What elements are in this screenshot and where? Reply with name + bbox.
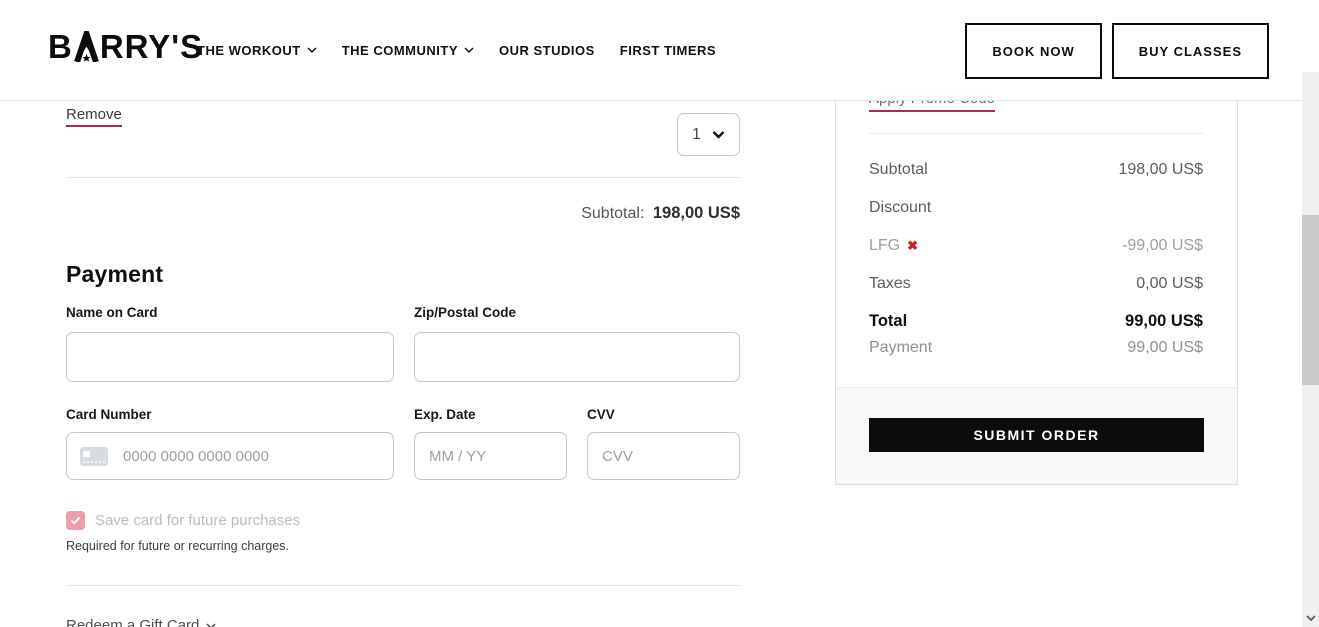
main-nav: THE WORKOUT THE COMMUNITY OUR STUDIOS FI…	[197, 0, 716, 100]
submit-order-button[interactable]: SUBMIT ORDER	[869, 418, 1204, 452]
row-value: 0,00 US$	[1136, 275, 1203, 292]
summary-rows: Subtotal 198,00 US$ Discount LFG ✖ -99,0…	[869, 161, 1203, 377]
row-value: 198,00 US$	[1118, 161, 1203, 178]
name-on-card-input[interactable]	[66, 332, 394, 382]
redeem-gift-card-label: Redeem a Gift Card	[66, 617, 200, 627]
summary-footer: SUBMIT ORDER	[836, 387, 1237, 484]
scrollbar[interactable]	[1302, 0, 1319, 627]
nav-item-first-timers[interactable]: FIRST TIMERS	[620, 43, 716, 58]
chevron-down-icon	[464, 47, 474, 53]
remove-item-link[interactable]: Remove	[66, 106, 122, 127]
logo-text-suffix: RRY'S	[99, 28, 204, 65]
row-label: Total	[869, 312, 908, 330]
save-card-row: Save card for future purchases	[66, 511, 300, 530]
card-number-input[interactable]	[66, 432, 394, 480]
scrollbar-down-arrow[interactable]	[1302, 615, 1319, 621]
summary-row-taxes: Taxes 0,00 US$	[869, 275, 1203, 292]
nav-label: FIRST TIMERS	[619, 42, 717, 58]
zip-code-input[interactable]	[414, 332, 740, 382]
quantity-select[interactable]: 1	[677, 113, 740, 156]
zip-code-label: Zip/Postal Code	[414, 305, 517, 320]
row-value: -99,00 US$	[1122, 237, 1203, 254]
logo-arrow-icon	[74, 31, 99, 62]
chevron-down-icon	[206, 622, 216, 627]
save-card-label: Save card for future purchases	[95, 512, 301, 529]
card-number-label: Card Number	[66, 407, 152, 422]
row-label: Subtotal	[869, 161, 928, 178]
section-divider	[66, 585, 740, 586]
barrys-logo[interactable]: B RRY'S	[48, 30, 203, 63]
scrollbar-thumb[interactable]	[1302, 215, 1319, 385]
row-label: Payment	[869, 339, 933, 356]
row-label: LFG	[869, 237, 901, 254]
exp-date-label: Exp. Date	[414, 407, 476, 422]
nav-item-the-community[interactable]: THE COMMUNITY	[342, 43, 474, 58]
book-now-button[interactable]: BOOK NOW	[965, 23, 1102, 79]
summary-divider	[869, 133, 1204, 134]
nav-label: OUR STUDIOS	[499, 42, 595, 58]
nav-label: THE COMMUNITY	[341, 42, 458, 58]
save-card-note: Required for future or recurring charges…	[66, 539, 290, 553]
row-label: Taxes	[869, 275, 911, 292]
summary-row-subtotal: Subtotal 198,00 US$	[869, 161, 1203, 178]
row-value: 99,00 US$	[1127, 339, 1203, 356]
credit-card-icon	[80, 447, 108, 466]
exp-date-input[interactable]	[414, 432, 567, 480]
cart-subtotal-label: Subtotal:	[581, 205, 645, 222]
nav-item-our-studios[interactable]: OUR STUDIOS	[499, 43, 595, 58]
cart-divider	[66, 177, 740, 178]
cart-subtotal-value: 198,00 US$	[652, 204, 740, 222]
name-on-card-label: Name on Card	[66, 305, 158, 320]
site-header: B RRY'S THE WORKOUT THE COMMUNITY OUR ST…	[0, 0, 1319, 101]
summary-row-discount: Discount	[869, 199, 1203, 216]
order-summary-panel: Apply Promo Code Subtotal 198,00 US$ Dis…	[835, 85, 1238, 485]
chevron-down-icon	[1305, 615, 1316, 621]
summary-row-payment: Payment 99,00 US$	[869, 339, 1203, 356]
quantity-value: 1	[692, 125, 701, 143]
nav-item-the-workout[interactable]: THE WORKOUT	[197, 43, 317, 58]
buy-classes-button[interactable]: BUY CLASSES	[1111, 23, 1269, 79]
redeem-gift-card-link[interactable]: Redeem a Gift Card	[66, 617, 216, 627]
row-label: Discount	[869, 199, 932, 216]
chevron-down-icon	[712, 130, 725, 139]
logo-text-prefix: B	[48, 28, 73, 65]
save-card-checkbox[interactable]	[66, 511, 85, 530]
summary-row-total: Total 99,00 US$	[869, 313, 1203, 330]
cart-subtotal: Subtotal: 198,00 US$	[66, 204, 740, 223]
checkmark-icon	[70, 516, 81, 525]
cvv-input[interactable]	[587, 432, 740, 480]
nav-label: THE WORKOUT	[197, 42, 301, 58]
header-actions: BOOK NOW BUY CLASSES	[965, 23, 1269, 79]
chevron-down-icon	[307, 47, 317, 53]
summary-row-promo-lfg: LFG ✖ -99,00 US$	[869, 237, 1203, 254]
cvv-label: CVV	[587, 407, 615, 422]
payment-heading: Payment	[66, 261, 164, 287]
remove-promo-icon[interactable]: ✖	[907, 238, 919, 253]
row-value: 99,00 US$	[1125, 312, 1203, 330]
